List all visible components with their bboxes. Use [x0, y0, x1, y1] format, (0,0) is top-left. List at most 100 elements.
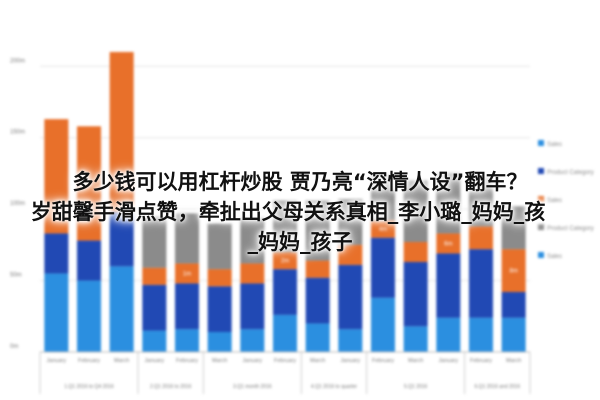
bar-segment: [273, 200, 297, 252]
bar-segment: [240, 217, 265, 264]
bar-segment: [305, 277, 330, 324]
bar-segment: [371, 297, 395, 352]
x-tick-label: January: [243, 358, 263, 364]
bar-segment: [109, 212, 134, 267]
bar-segment: [142, 267, 167, 285]
x-tick-label: January: [341, 358, 361, 364]
bar-segment: [403, 262, 428, 327]
x-tick-label: March: [310, 358, 325, 364]
bar-segment: [142, 284, 167, 331]
bar-segment: [44, 233, 69, 274]
legend-label: Product Category: [547, 226, 594, 232]
bar-segment: [175, 263, 199, 284]
legend-swatch: [538, 168, 544, 174]
bar-segment: [338, 199, 363, 245]
x-tick-label: March: [506, 358, 521, 364]
bar-data-label: 4m: [379, 227, 387, 233]
bar-segment: [371, 237, 395, 298]
bar-segment: [142, 330, 167, 352]
bar-segment: [469, 317, 493, 352]
y-tick-label: 0m: [10, 344, 18, 350]
legend-label: Sales: [547, 198, 562, 204]
bar-segment: [240, 263, 265, 284]
bar-segment: [305, 200, 330, 261]
bar-segment: [469, 226, 493, 250]
bar-data-label: 2m: [281, 259, 289, 265]
y-tick-label: 150m: [10, 130, 25, 136]
bar-segment: [501, 206, 526, 250]
group-label: 6.Q1 2016 and 2016: [475, 384, 521, 390]
x-tick-label: January: [439, 358, 459, 364]
bar-segment: [338, 264, 363, 330]
x-tick-label: February: [274, 358, 296, 364]
group-label: 4.Q1 2016 to quarter: [311, 384, 357, 390]
bar-segment: [338, 244, 363, 265]
bar-segment: [240, 283, 265, 330]
group-label: 1.Q1 2016 to Q4 2016: [64, 384, 114, 390]
legend-label: Sales: [547, 142, 562, 148]
bar-segment: [403, 326, 428, 352]
bar-segment: [240, 329, 265, 352]
group-label: 5.Q1 2016: [404, 384, 428, 390]
x-tick-label: February: [470, 358, 492, 364]
bar-segment: [273, 314, 297, 352]
bar-segment: [403, 180, 428, 242]
x-tick-label: February: [372, 358, 394, 364]
bar-segment: [109, 266, 134, 352]
legend-label: Sales: [547, 254, 562, 260]
bar-segment: [403, 242, 428, 262]
bar-segment: [77, 126, 101, 241]
bar-data-label: 1m: [183, 271, 191, 277]
legend-swatch: [538, 140, 544, 146]
y-tick-label: 100m: [10, 201, 25, 207]
x-tick-label: January: [47, 358, 67, 364]
bar-segment: [338, 329, 363, 352]
bar-segment: [273, 269, 297, 315]
x-tick-label: March: [114, 358, 129, 364]
bar-data-label: 8m: [509, 269, 517, 275]
x-tick-label: January: [145, 358, 165, 364]
bar-segment: [207, 332, 232, 352]
bar-segment: [175, 283, 199, 330]
group-label: 3.Q1 month 2016: [233, 384, 272, 390]
x-tick-label: February: [78, 358, 100, 364]
bar-segment: [109, 52, 134, 212]
bar-segment: [175, 329, 199, 352]
bar-segment: [371, 174, 395, 221]
legend-swatch: [538, 196, 544, 202]
bar-segment: [207, 286, 232, 332]
bar-segment: [44, 273, 69, 352]
bar-segment: [175, 213, 199, 264]
bar-segment: [501, 317, 526, 352]
bar-segment: [273, 252, 297, 270]
legend-swatch: [538, 224, 544, 230]
y-tick-label: 50m: [10, 273, 22, 279]
bar-segment: [501, 249, 526, 292]
bar-segment: [371, 220, 395, 238]
group-label: 2.Q1 2016 to 2016: [150, 384, 192, 390]
legend-swatch: [538, 252, 544, 258]
bar-segment: [207, 223, 232, 270]
bar-segment: [501, 292, 526, 318]
bar-segment: [305, 323, 330, 352]
bar-segment: [207, 269, 232, 287]
bar-segment: [469, 177, 493, 227]
x-tick-label: March: [408, 358, 423, 364]
bar-segment: [77, 240, 101, 281]
bar-segment: [142, 216, 167, 268]
legend-label: Product Category: [547, 170, 594, 176]
bar-segment: [305, 260, 330, 278]
bar-segment: [77, 280, 101, 352]
bar-segment: [469, 249, 493, 318]
bar-segment: [44, 119, 69, 234]
x-tick-label: March: [212, 358, 227, 364]
y-tick-label: 200m: [10, 58, 25, 64]
bar-data-label: 6m: [444, 241, 452, 247]
x-tick-label: February: [176, 358, 198, 364]
bar-segment: [436, 173, 461, 234]
bar-segment: [436, 317, 461, 352]
bar-segment: [436, 233, 461, 254]
bar-segment: [436, 253, 461, 318]
